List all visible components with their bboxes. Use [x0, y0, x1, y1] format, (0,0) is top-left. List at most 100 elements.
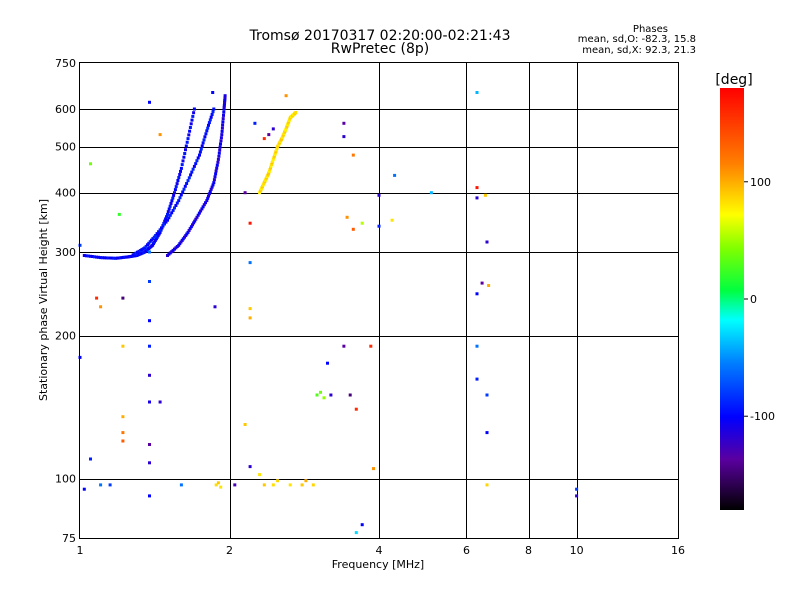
data-point [178, 196, 182, 200]
data-point [342, 135, 346, 139]
data-point [475, 91, 479, 94]
data-point [191, 114, 195, 118]
data-point [480, 281, 484, 285]
data-point [193, 219, 197, 223]
y-axis-label: Stationary phase Virtual Height [km] [37, 199, 50, 401]
data-point [187, 176, 191, 180]
data-point [209, 187, 213, 191]
data-point [147, 241, 151, 245]
data-point [86, 254, 90, 258]
data-point [300, 483, 304, 487]
data-point [351, 227, 355, 231]
data-point [429, 191, 433, 195]
data-point [354, 407, 358, 411]
data-point [345, 215, 349, 219]
data-point [158, 133, 162, 137]
data-point [271, 483, 275, 487]
data-point [220, 133, 224, 137]
data-point [112, 256, 116, 260]
data-point [269, 166, 272, 170]
data-point [183, 152, 187, 155]
data-point [253, 121, 257, 125]
data-point [178, 242, 182, 246]
data-point [207, 192, 211, 196]
data-point [169, 202, 173, 205]
data-point [174, 185, 178, 189]
data-point [199, 209, 203, 213]
data-point [177, 199, 181, 203]
data-point [89, 162, 92, 166]
data-point [342, 121, 346, 125]
data-point [177, 176, 181, 179]
data-point [393, 173, 397, 177]
data-point [311, 483, 315, 487]
data-point [181, 190, 185, 194]
data-point [121, 296, 125, 300]
data-point [485, 431, 489, 435]
data-point [181, 159, 185, 163]
data-point [222, 110, 226, 114]
data-point [204, 201, 207, 205]
data-point [214, 483, 218, 487]
x-axis-label: Frequency [MHz] [332, 558, 424, 571]
data-point [267, 169, 271, 173]
data-point [319, 390, 322, 394]
data-point [220, 129, 224, 133]
data-point [219, 142, 222, 146]
data-point [204, 132, 208, 136]
data-point [218, 148, 222, 152]
data-point [195, 215, 199, 219]
data-point [170, 211, 174, 215]
data-point [108, 256, 112, 260]
data-point [348, 393, 352, 397]
data-point [82, 254, 86, 257]
data-point [218, 145, 222, 149]
data-point [168, 213, 172, 217]
data-point [213, 175, 217, 179]
data-point [188, 129, 192, 133]
data-point [171, 196, 175, 200]
colorbar-tick-label: 0 [750, 293, 757, 306]
data-point [233, 483, 237, 487]
data-point [95, 255, 98, 259]
data-point [288, 483, 292, 487]
data-point [360, 221, 364, 225]
data-point [205, 129, 209, 133]
data-point [167, 216, 171, 220]
data-point [172, 193, 176, 197]
data-point [475, 196, 479, 200]
data-point [270, 161, 274, 165]
data-point [148, 373, 151, 377]
data-point [92, 255, 96, 259]
data-point [194, 217, 198, 221]
chart-subtitle: RwPretec (8p) [331, 41, 429, 57]
data-point [164, 220, 168, 224]
y-tick-label: 600 [55, 103, 76, 116]
data-point [179, 483, 183, 487]
data-point [182, 187, 186, 191]
data-point [475, 344, 479, 348]
data-point [166, 218, 169, 222]
data-point [202, 203, 206, 207]
data-point [82, 487, 86, 491]
data-point [151, 243, 155, 247]
data-point [208, 118, 212, 122]
data-point [219, 136, 223, 140]
data-point [190, 170, 194, 174]
y-tick-label: 400 [55, 187, 76, 200]
data-point [150, 238, 153, 242]
data-point [180, 238, 184, 242]
data-point [154, 234, 158, 237]
data-point [191, 167, 195, 171]
data-point [152, 235, 156, 239]
data-point [215, 163, 219, 167]
data-point [214, 169, 218, 173]
data-point [148, 494, 151, 498]
data-point [192, 107, 196, 111]
data-point [248, 221, 252, 225]
data-point [208, 190, 212, 194]
data-point [148, 100, 151, 104]
data-point [184, 148, 187, 152]
data-point [248, 307, 252, 311]
data-point [184, 234, 188, 238]
